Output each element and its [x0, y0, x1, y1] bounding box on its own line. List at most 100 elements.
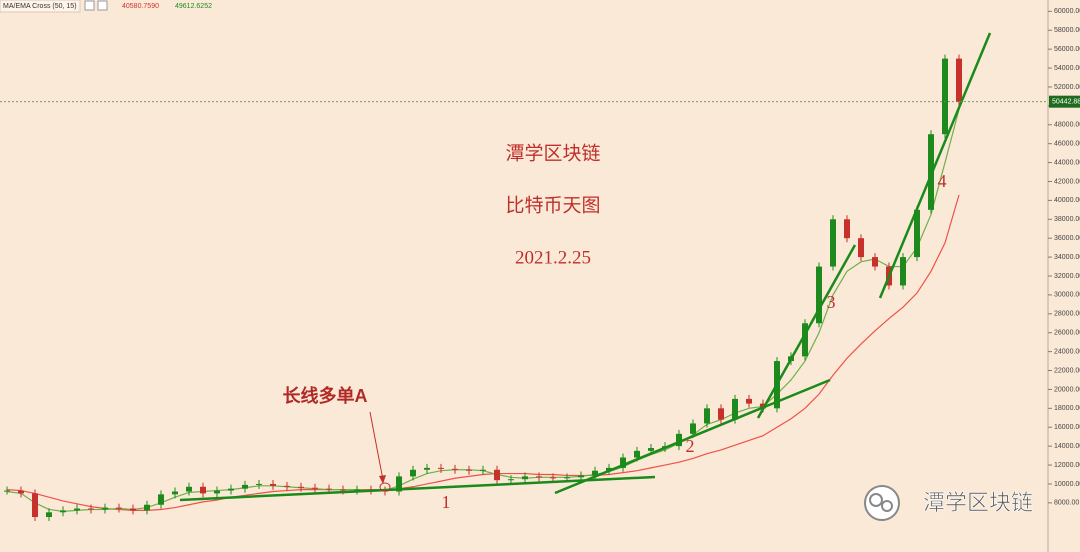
candle-body	[88, 508, 94, 510]
price-label: 50442.88	[1052, 99, 1080, 106]
y-tick-label: 30000.00	[1054, 292, 1080, 299]
y-tick-label: 16000.00	[1054, 424, 1080, 431]
candle-body	[508, 479, 514, 481]
y-tick-label: 24000.00	[1054, 348, 1080, 355]
y-tick-label: 40000.00	[1054, 197, 1080, 204]
candle-body	[900, 257, 906, 286]
y-tick-label: 26000.00	[1054, 330, 1080, 337]
candle-body	[242, 484, 248, 489]
ema-value: 40580.7590	[122, 3, 159, 10]
candle-body	[130, 508, 136, 511]
icon[interactable]	[97, 0, 108, 11]
annotation: 2021.2.25	[515, 247, 591, 268]
candle-body	[270, 483, 276, 486]
candle-body	[634, 450, 640, 458]
indicator-name: MA/EMA Cross (50, 15)	[3, 3, 77, 10]
candle-body	[732, 398, 738, 420]
candle-body	[676, 433, 682, 447]
candle-body	[494, 469, 500, 481]
candle-body	[704, 408, 710, 424]
candle-body	[396, 476, 402, 492]
candle-body	[144, 504, 150, 511]
candle-body	[228, 488, 234, 491]
candle-body	[172, 491, 178, 495]
candle-body	[32, 493, 38, 518]
candle-body	[830, 219, 836, 267]
candle-body	[284, 485, 290, 487]
y-tick-label: 8000.00	[1054, 500, 1079, 507]
y-tick-label: 46000.00	[1054, 141, 1080, 148]
y-tick-label: 44000.00	[1054, 159, 1080, 166]
candle-body	[522, 476, 528, 480]
candle-body	[606, 467, 612, 471]
watermark-icon	[869, 493, 883, 507]
candle-body	[760, 403, 766, 409]
annotation: 1	[442, 492, 451, 512]
candle-body	[312, 487, 318, 489]
candle-body	[536, 476, 542, 478]
candle-body	[158, 494, 164, 505]
candle-body	[802, 323, 808, 357]
candle-body	[550, 477, 556, 479]
candle-body	[648, 448, 654, 451]
annotation: 潭学区块链	[505, 142, 600, 164]
candle-body	[186, 486, 192, 492]
candle-body	[46, 512, 52, 518]
candle-body	[60, 510, 66, 513]
y-tick-label: 42000.00	[1054, 178, 1080, 185]
y-tick-label: 52000.00	[1054, 84, 1080, 91]
candle-body	[18, 490, 24, 494]
watermark-icon	[881, 500, 893, 512]
y-tick-label: 22000.00	[1054, 367, 1080, 374]
candle-body	[438, 467, 444, 469]
trend-line	[554, 378, 831, 495]
candle-body	[200, 486, 206, 494]
candle-body	[214, 490, 220, 494]
candle-body	[102, 507, 108, 510]
y-tick-label: 36000.00	[1054, 235, 1080, 242]
trend-line	[756, 244, 857, 419]
candle-body	[718, 408, 724, 420]
y-tick-label: 56000.00	[1054, 46, 1080, 53]
candle-body	[452, 468, 458, 470]
candle-body	[466, 469, 472, 471]
candle-body	[592, 470, 598, 476]
candle-body	[116, 507, 122, 509]
candle-body	[480, 469, 486, 471]
annotation: 4	[938, 171, 947, 191]
trend-line	[878, 32, 992, 299]
candle-body	[690, 423, 696, 434]
candle-body	[74, 508, 80, 511]
candle-body	[816, 266, 822, 324]
trend-line	[179, 475, 656, 502]
candle-body	[298, 486, 304, 488]
candle-body	[746, 398, 752, 404]
candle-body	[354, 489, 360, 491]
y-tick-label: 20000.00	[1054, 386, 1080, 393]
y-tick-label: 12000.00	[1054, 462, 1080, 469]
icon[interactable]	[84, 0, 95, 11]
candle-body	[620, 457, 626, 468]
candle-body	[956, 58, 962, 102]
candle-body	[844, 219, 850, 239]
indicator-box	[0, 0, 81, 13]
arrow-head	[379, 475, 386, 484]
y-tick-label: 10000.00	[1054, 481, 1080, 488]
candle-body	[872, 257, 878, 267]
y-tick-label: 34000.00	[1054, 254, 1080, 261]
candle-body	[578, 475, 584, 478]
price-label-box	[1049, 95, 1080, 108]
annotation: 长线多单A	[283, 385, 368, 406]
y-tick-label: 28000.00	[1054, 311, 1080, 318]
y-tick-label: 14000.00	[1054, 443, 1080, 450]
y-tick-label: 54000.00	[1054, 65, 1080, 72]
ma-value: 49612.6252	[175, 3, 212, 10]
candle-body	[326, 488, 332, 490]
y-tick-label: 60000.00	[1054, 8, 1080, 15]
arrow	[369, 411, 384, 481]
trend-lines	[179, 32, 992, 502]
candle-body	[410, 469, 416, 477]
annotation: 2	[686, 436, 695, 456]
candle-body	[256, 483, 262, 485]
